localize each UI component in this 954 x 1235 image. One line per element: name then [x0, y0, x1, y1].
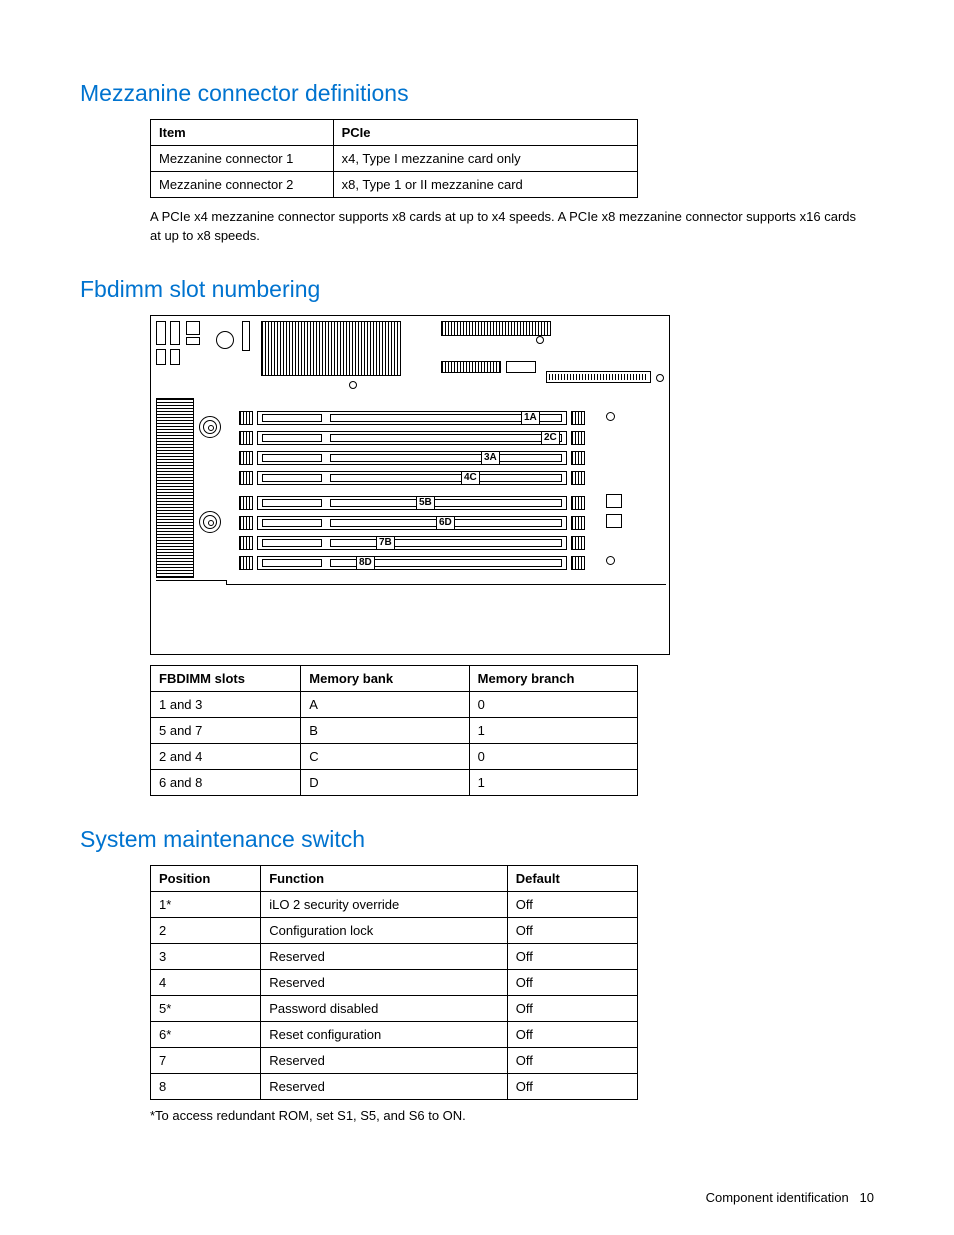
- switch-section: System maintenance switch Position Funct…: [80, 826, 874, 1123]
- switch-tbody: 1*iLO 2 security overrideOff2Configurati…: [151, 891, 638, 1099]
- switch-note: *To access redundant ROM, set S1, S5, an…: [150, 1108, 874, 1123]
- switch-th-pos: Position: [151, 865, 261, 891]
- dimm-slot-label: 8D: [356, 556, 375, 570]
- table-cell: Reserved: [261, 969, 508, 995]
- mezzanine-heading: Mezzanine connector definitions: [80, 80, 874, 107]
- table-row: 1*iLO 2 security overrideOff: [151, 891, 638, 917]
- fbdimm-th-branch: Memory branch: [469, 665, 637, 691]
- switch-heading: System maintenance switch: [80, 826, 874, 853]
- table-cell: Off: [507, 1047, 637, 1073]
- table-cell: 5*: [151, 995, 261, 1021]
- fbdimm-th-slots: FBDIMM slots: [151, 665, 301, 691]
- footer-label: Component identification: [706, 1190, 849, 1205]
- dimm-slot-label: 6D: [436, 516, 455, 530]
- dimm-slot-label: 4C: [461, 471, 480, 485]
- dimm-slot: [257, 536, 567, 550]
- mezzanine-table: Item PCIe Mezzanine connector 1x4, Type …: [150, 119, 638, 198]
- table-cell: 2: [151, 917, 261, 943]
- table-cell: 6 and 8: [151, 769, 301, 795]
- table-row: Mezzanine connector 1x4, Type I mezzanin…: [151, 146, 638, 172]
- fan-icon: [199, 416, 221, 438]
- mezz-th-item: Item: [151, 120, 334, 146]
- fan-icon: [199, 511, 221, 533]
- mezz-th-pcie: PCIe: [333, 120, 637, 146]
- table-cell: 1: [469, 717, 637, 743]
- dimm-slot-label: 7B: [376, 536, 395, 550]
- table-cell: B: [301, 717, 469, 743]
- dimm-slot: [257, 556, 567, 570]
- table-cell: 2 and 4: [151, 743, 301, 769]
- dimm-slot-label: 3A: [481, 451, 500, 465]
- dimm-slot: [257, 451, 567, 465]
- table-cell: x8, Type 1 or II mezzanine card: [333, 172, 637, 198]
- table-row: 6*Reset configurationOff: [151, 1021, 638, 1047]
- mezzanine-section: Mezzanine connector definitions Item PCI…: [80, 80, 874, 246]
- dimm-slot-label: 2C: [541, 431, 560, 445]
- table-row: 2 and 4C0: [151, 743, 638, 769]
- table-cell: 7: [151, 1047, 261, 1073]
- table-row: 8ReservedOff: [151, 1073, 638, 1099]
- fbdimm-heading: Fbdimm slot numbering: [80, 276, 874, 303]
- table-cell: 8: [151, 1073, 261, 1099]
- table-cell: Off: [507, 995, 637, 1021]
- table-row: 5 and 7B1: [151, 717, 638, 743]
- table-cell: 3: [151, 943, 261, 969]
- table-cell: Mezzanine connector 2: [151, 172, 334, 198]
- dimm-slot: [257, 496, 567, 510]
- table-row: 1 and 3A0: [151, 691, 638, 717]
- dimm-slot-label: 1A: [521, 411, 540, 425]
- table-row: Mezzanine connector 2x8, Type 1 or II me…: [151, 172, 638, 198]
- table-cell: 1: [469, 769, 637, 795]
- table-cell: Off: [507, 1021, 637, 1047]
- table-cell: 0: [469, 691, 637, 717]
- table-row: 2Configuration lockOff: [151, 917, 638, 943]
- switch-th-def: Default: [507, 865, 637, 891]
- mezz-tbody: Mezzanine connector 1x4, Type I mezzanin…: [151, 146, 638, 198]
- fbdimm-th-bank: Memory bank: [301, 665, 469, 691]
- table-cell: Off: [507, 891, 637, 917]
- table-cell: A: [301, 691, 469, 717]
- table-row: 7ReservedOff: [151, 1047, 638, 1073]
- dimm-slot: [257, 431, 567, 445]
- dimm-slot: [257, 516, 567, 530]
- table-cell: 0: [469, 743, 637, 769]
- fbdimm-diagram: 1A2C 3A4C 5B6D 7B8D: [150, 315, 670, 655]
- table-cell: C: [301, 743, 469, 769]
- table-cell: Off: [507, 943, 637, 969]
- table-cell: Off: [507, 969, 637, 995]
- table-cell: Mezzanine connector 1: [151, 146, 334, 172]
- table-cell: D: [301, 769, 469, 795]
- dimm-slot: [257, 471, 567, 485]
- dimm-slot-label: 5B: [416, 496, 435, 510]
- fbdimm-tbody: 1 and 3A05 and 7B12 and 4C06 and 8D1: [151, 691, 638, 795]
- table-cell: Off: [507, 1073, 637, 1099]
- page-footer: Component identification 10: [706, 1190, 874, 1205]
- table-cell: Configuration lock: [261, 917, 508, 943]
- table-cell: 4: [151, 969, 261, 995]
- mezzanine-note: A PCIe x4 mezzanine connector supports x…: [150, 208, 860, 246]
- table-row: 6 and 8D1: [151, 769, 638, 795]
- table-cell: iLO 2 security override: [261, 891, 508, 917]
- table-cell: x4, Type I mezzanine card only: [333, 146, 637, 172]
- table-cell: Password disabled: [261, 995, 508, 1021]
- table-cell: Reserved: [261, 1047, 508, 1073]
- switch-table: Position Function Default 1*iLO 2 securi…: [150, 865, 638, 1100]
- table-cell: Reserved: [261, 1073, 508, 1099]
- table-row: 5*Password disabledOff: [151, 995, 638, 1021]
- fbdimm-table: FBDIMM slots Memory bank Memory branch 1…: [150, 665, 638, 796]
- table-cell: 1 and 3: [151, 691, 301, 717]
- table-row: 4ReservedOff: [151, 969, 638, 995]
- table-cell: 1*: [151, 891, 261, 917]
- table-cell: 6*: [151, 1021, 261, 1047]
- switch-th-func: Function: [261, 865, 508, 891]
- fbdimm-section: Fbdimm slot numbering: [80, 276, 874, 796]
- table-cell: Off: [507, 917, 637, 943]
- table-cell: Reserved: [261, 943, 508, 969]
- table-row: 3ReservedOff: [151, 943, 638, 969]
- table-cell: Reset configuration: [261, 1021, 508, 1047]
- footer-page: 10: [860, 1190, 874, 1205]
- table-cell: 5 and 7: [151, 717, 301, 743]
